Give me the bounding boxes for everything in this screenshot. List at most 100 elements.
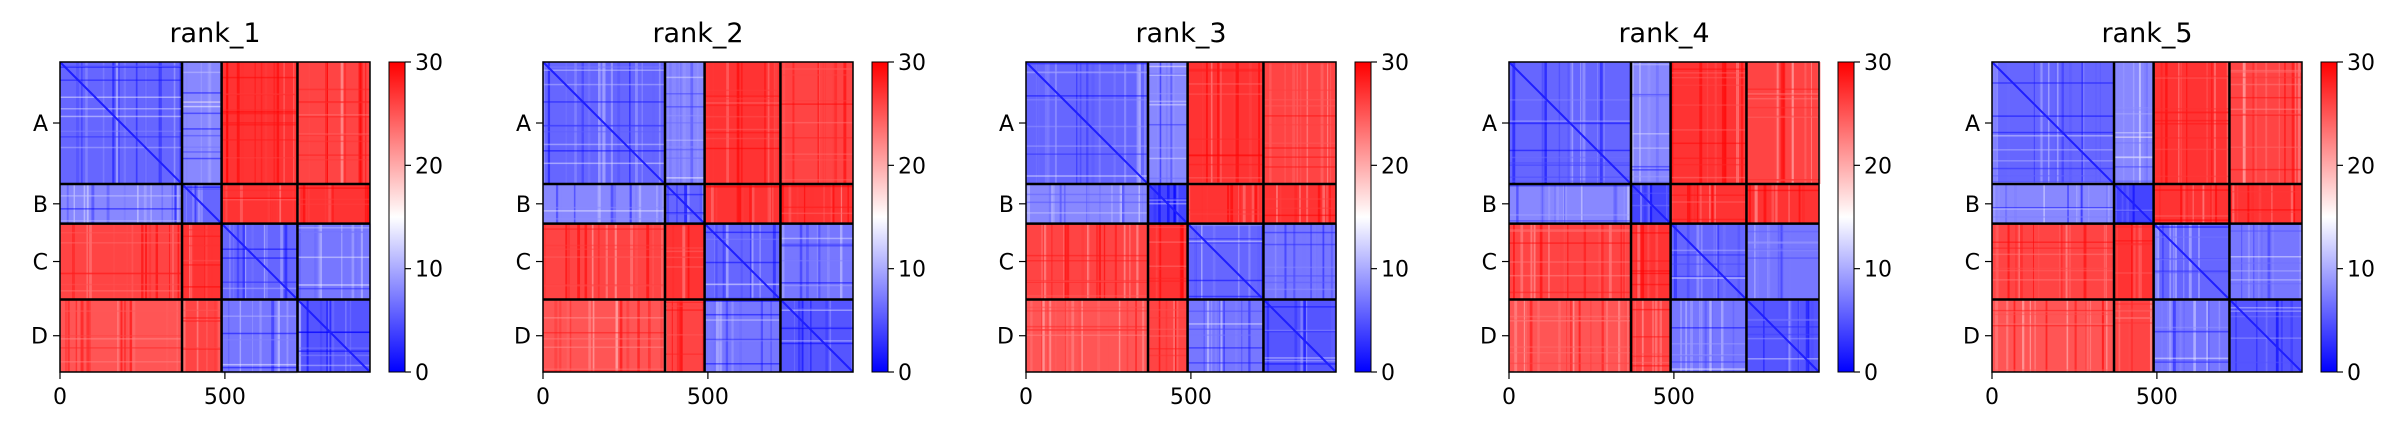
heatmap-texture	[543, 370, 666, 372]
heatmap-texture	[1631, 355, 1671, 358]
heatmap-texture	[2186, 62, 2188, 185]
heatmap-texture	[2114, 113, 2154, 115]
heatmap-texture	[647, 299, 651, 372]
heatmap-texture	[2165, 62, 2168, 185]
heatmap-texture	[297, 350, 370, 352]
heatmap-texture	[1263, 330, 1336, 333]
heatmap-texture	[1509, 230, 1632, 232]
heatmap-texture	[2114, 109, 2154, 111]
heatmap-texture	[543, 284, 666, 286]
heatmap-texture	[2229, 209, 2302, 211]
heatmap-texture	[60, 242, 183, 244]
colorbar-tick-label: 10	[898, 258, 926, 283]
heatmap-texture	[1187, 240, 1264, 243]
heatmap-block	[1263, 62, 1336, 185]
heatmap-texture	[2105, 299, 2108, 372]
heatmap-texture	[741, 184, 744, 224]
heatmap-texture	[543, 210, 666, 212]
heatmap-texture	[712, 62, 715, 185]
heatmap-texture	[1741, 62, 1744, 185]
colorbar-tick-label: 10	[415, 258, 443, 283]
heatmap-texture	[707, 299, 711, 372]
heatmap-texture	[704, 147, 781, 150]
heatmap-texture	[1284, 62, 1286, 185]
heatmap-texture	[851, 299, 854, 372]
heatmap-texture	[1670, 263, 1747, 265]
colorbar-tick-label: 30	[1864, 51, 1892, 76]
heatmap-texture	[574, 62, 577, 185]
heatmap-texture	[1746, 93, 1819, 95]
heatmap-texture	[1775, 184, 1778, 224]
heatmap-texture	[1052, 184, 1055, 224]
heatmap-texture	[306, 299, 309, 372]
heatmap-texture	[1509, 291, 1632, 294]
heatmap-texture	[284, 223, 288, 300]
heatmap-texture	[1746, 242, 1819, 244]
colorbar-tick-label: 20	[2347, 154, 2375, 179]
heatmap-texture	[2186, 184, 2189, 224]
heatmap-texture	[2252, 184, 2254, 224]
heatmap-texture	[1210, 62, 1213, 185]
heatmap-texture	[1048, 184, 1051, 224]
heatmap-texture	[297, 158, 370, 161]
heatmap-texture	[1237, 223, 1240, 300]
heatmap-texture	[297, 354, 370, 357]
heatmap-texture	[1263, 156, 1336, 158]
heatmap-texture	[1756, 223, 1759, 300]
heatmap-texture	[1670, 275, 1747, 278]
heatmap-texture	[704, 231, 781, 234]
heatmap-texture	[1790, 299, 1793, 372]
heatmap-texture	[141, 223, 144, 300]
heatmap-texture	[60, 184, 63, 224]
heatmap-texture	[780, 259, 853, 262]
heatmap-texture	[2293, 184, 2296, 224]
heatmap-texture	[780, 342, 853, 345]
heatmap-texture	[1509, 162, 1632, 164]
heatmap-texture	[543, 69, 666, 72]
heatmap-texture	[182, 348, 222, 350]
heatmap-texture	[2183, 223, 2185, 300]
heatmap-texture	[1263, 275, 1336, 277]
heatmap-texture	[2114, 322, 2154, 324]
heatmap-texture	[1746, 115, 1819, 118]
heatmap-texture	[1279, 184, 1282, 224]
heatmap-texture	[1141, 184, 1143, 224]
heatmap-texture	[561, 299, 563, 372]
heatmap-texture	[1509, 149, 1632, 152]
heatmap-texture	[1756, 184, 1758, 224]
chart-panel-1: rank_1 A B C D 0 500 0 10 20 30	[31, 18, 443, 410]
heatmap-texture	[1709, 299, 1713, 372]
heatmap-texture	[1187, 323, 1264, 325]
heatmap-texture	[1258, 62, 1261, 185]
heatmap-texture	[60, 338, 183, 340]
heatmap-texture	[1026, 71, 1149, 74]
heatmap-texture	[1992, 324, 2115, 327]
heatmap-texture	[2013, 184, 2017, 224]
heatmap-texture	[1685, 299, 1687, 372]
heatmap-texture	[1026, 201, 1149, 204]
heatmap-texture	[1631, 181, 1671, 183]
heatmap-texture	[725, 299, 729, 372]
heatmap-texture	[2258, 223, 2260, 300]
heatmap-texture	[1026, 125, 1149, 128]
heatmap-texture	[1292, 62, 1296, 185]
heatmap-texture	[182, 186, 222, 188]
heatmap-texture	[2022, 299, 2025, 372]
heatmap-texture	[587, 62, 591, 185]
heatmap-texture	[1541, 184, 1545, 224]
heatmap-texture	[543, 317, 666, 319]
heatmap-texture	[1746, 318, 1819, 321]
heatmap-texture	[1670, 327, 1747, 329]
heatmap-texture	[276, 184, 278, 224]
heatmap-texture	[2179, 299, 2182, 372]
heatmap-texture	[117, 62, 120, 185]
heatmap-block	[60, 223, 183, 300]
heatmap-texture	[780, 74, 853, 76]
heatmap-texture	[780, 184, 784, 224]
heatmap-texture	[1242, 184, 1246, 224]
chain-label: B	[1965, 193, 1980, 218]
heatmap-texture	[1274, 223, 1277, 300]
heatmap-texture	[543, 228, 666, 230]
heatmap-texture	[150, 184, 152, 224]
